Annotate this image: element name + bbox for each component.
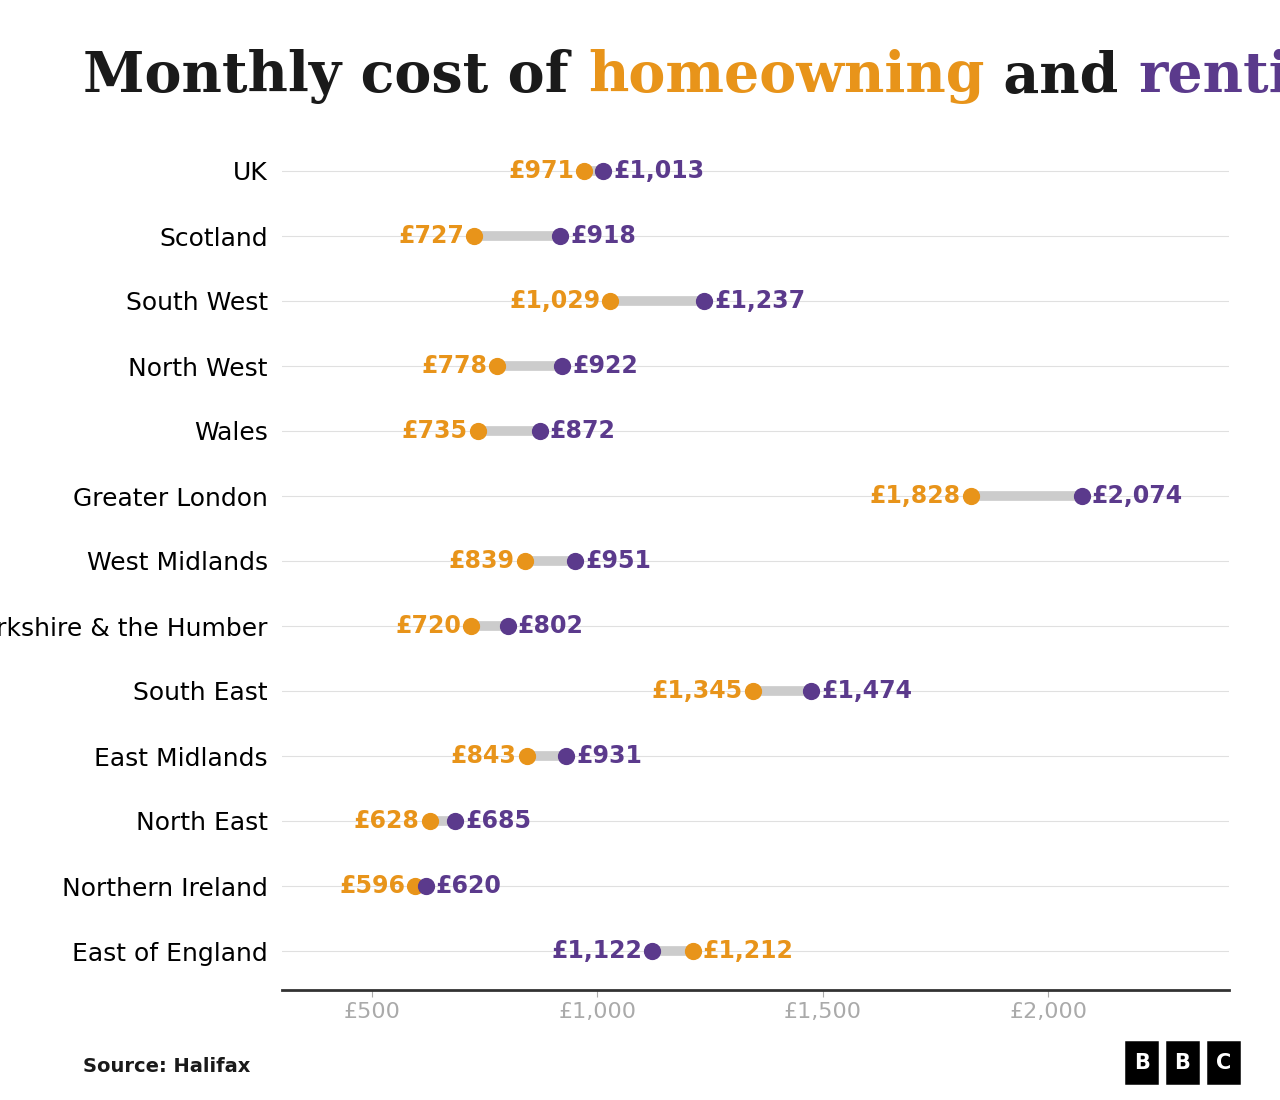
Text: £778: £778 [421,354,488,378]
Text: £1,345: £1,345 [652,679,742,703]
Point [530,422,550,440]
Text: Monthly cost of: Monthly cost of [83,50,588,104]
Point [516,747,536,764]
Text: B: B [1175,1053,1190,1072]
Point [573,162,594,179]
Point [550,228,571,245]
Text: C: C [1216,1053,1231,1072]
Text: £931: £931 [576,744,643,768]
Text: £922: £922 [572,354,637,378]
Text: £971: £971 [508,160,575,183]
Point [564,552,585,570]
Text: £1,013: £1,013 [613,160,704,183]
Point [463,228,484,245]
Text: £735: £735 [402,419,468,443]
Point [420,812,440,829]
Text: £1,122: £1,122 [552,939,643,962]
Point [556,747,576,764]
Point [1071,487,1092,505]
Point [461,617,481,635]
Point [742,682,763,700]
Text: £596: £596 [339,874,406,898]
Point [404,877,425,894]
Text: £1,828: £1,828 [869,484,961,508]
Bar [1204,1040,1242,1086]
Text: £1,212: £1,212 [703,939,794,962]
Bar [1164,1040,1201,1086]
Text: £628: £628 [353,808,420,833]
Bar [1124,1040,1160,1086]
Text: £1,029: £1,029 [509,289,600,314]
Text: homeowning: homeowning [588,50,984,104]
Point [515,552,535,570]
Text: Source: Halifax: Source: Halifax [83,1057,251,1076]
Point [552,358,572,375]
Text: £839: £839 [449,549,515,573]
Point [600,293,621,310]
Point [801,682,822,700]
Point [593,162,613,179]
Text: £843: £843 [451,744,517,768]
Text: £1,237: £1,237 [714,289,805,314]
Text: B: B [1134,1053,1149,1072]
Point [960,487,980,505]
Text: £620: £620 [436,874,502,898]
Point [445,812,466,829]
Text: £872: £872 [549,419,616,443]
Text: £727: £727 [398,224,465,248]
Point [682,943,703,960]
Text: £802: £802 [518,614,584,638]
Text: and: and [984,50,1138,104]
Text: £720: £720 [396,614,461,638]
Text: £685: £685 [465,808,531,833]
Point [416,877,436,894]
Point [486,358,507,375]
Point [498,617,518,635]
Text: £2,074: £2,074 [1092,484,1183,508]
Point [694,293,714,310]
Point [643,943,663,960]
Text: £918: £918 [571,224,636,248]
Point [467,422,488,440]
Text: £1,474: £1,474 [820,679,913,703]
Text: renting: renting [1138,50,1280,104]
Text: £951: £951 [585,549,652,573]
